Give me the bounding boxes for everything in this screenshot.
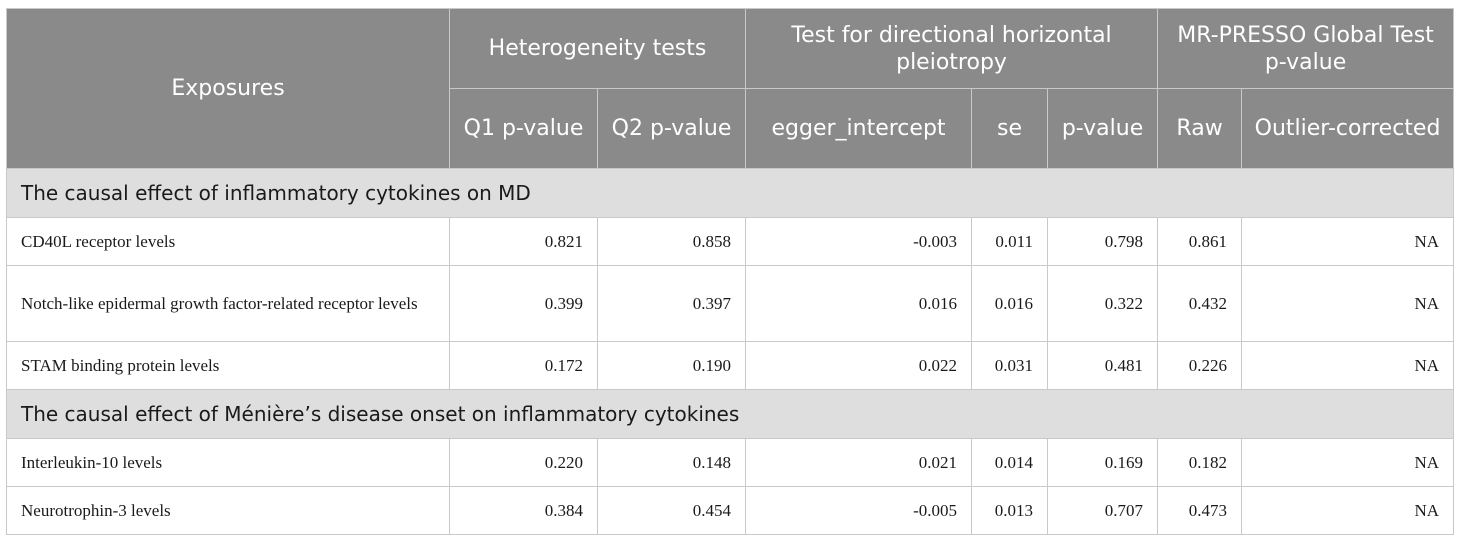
se-cell: 0.014 — [971, 438, 1049, 487]
table-row: Interleukin-10 levels 0.220 0.148 0.021 … — [6, 438, 1455, 487]
egger-cell: 0.022 — [745, 341, 973, 390]
header-egger-intercept: egger_intercept — [745, 88, 973, 169]
pvalue-cell: 0.798 — [1047, 217, 1159, 266]
se-cell: 0.031 — [971, 341, 1049, 390]
results-table: Exposures Heterogeneity tests Test for d… — [5, 8, 1455, 535]
se-cell: 0.016 — [971, 265, 1049, 342]
q2-cell: 0.858 — [596, 217, 747, 266]
header-directional-pleiotropy: Test for directional horizontal pleiotro… — [745, 8, 1159, 89]
corrected-cell: NA — [1241, 438, 1455, 487]
corrected-cell: NA — [1241, 486, 1455, 535]
pvalue-cell: 0.707 — [1047, 486, 1159, 535]
egger-cell: -0.003 — [745, 217, 973, 266]
header-se: se — [971, 88, 1049, 169]
corrected-cell: NA — [1241, 265, 1455, 342]
q2-cell: 0.190 — [596, 341, 747, 390]
section-row: The causal effect of Ménière’s disease o… — [5, 389, 1455, 439]
q1-cell: 0.384 — [449, 486, 598, 535]
pvalue-cell: 0.169 — [1047, 438, 1159, 487]
se-cell: 0.013 — [971, 486, 1049, 535]
se-cell: 0.011 — [971, 217, 1049, 266]
q1-cell: 0.821 — [449, 217, 598, 266]
table-row: CD40L receptor levels 0.821 0.858 -0.003… — [6, 217, 1455, 266]
header-pvalue: p-value — [1047, 88, 1159, 169]
exposure-cell: CD40L receptor levels — [6, 217, 450, 266]
raw-cell: 0.226 — [1157, 341, 1243, 390]
section-row: The causal effect of inflammatory cytoki… — [5, 168, 1455, 218]
section-title: The causal effect of inflammatory cytoki… — [5, 168, 1455, 218]
raw-cell: 0.861 — [1157, 217, 1243, 266]
q2-cell: 0.148 — [596, 438, 747, 487]
table-row: Neurotrophin-3 levels 0.384 0.454 -0.005… — [6, 486, 1455, 535]
table-row: STAM binding protein levels 0.172 0.190 … — [6, 341, 1455, 390]
egger-cell: 0.016 — [745, 265, 973, 342]
section-title: The causal effect of Ménière’s disease o… — [5, 389, 1455, 439]
header-mr-presso: MR-PRESSO Global Test p-value — [1157, 8, 1455, 89]
egger-cell: -0.005 — [745, 486, 973, 535]
q1-cell: 0.172 — [449, 341, 598, 390]
raw-cell: 0.182 — [1157, 438, 1243, 487]
table-body: The causal effect of inflammatory cytoki… — [5, 168, 1455, 535]
raw-cell: 0.473 — [1157, 486, 1243, 535]
table-row: Notch-like epidermal growth factor-relat… — [6, 265, 1455, 342]
header-outlier-corrected: Outlier-corrected — [1241, 88, 1455, 169]
header-q1-pvalue: Q1 p-value — [449, 88, 598, 169]
q1-cell: 0.399 — [449, 265, 598, 342]
pvalue-cell: 0.481 — [1047, 341, 1159, 390]
header-raw: Raw — [1157, 88, 1243, 169]
q1-cell: 0.220 — [449, 438, 598, 487]
egger-cell: 0.021 — [745, 438, 973, 487]
raw-cell: 0.432 — [1157, 265, 1243, 342]
header-q2-pvalue: Q2 p-value — [596, 88, 747, 169]
exposure-cell: Neurotrophin-3 levels — [6, 486, 450, 535]
corrected-cell: NA — [1241, 341, 1455, 390]
exposure-cell: STAM binding protein levels — [6, 341, 450, 390]
exposure-cell: Notch-like epidermal growth factor-relat… — [6, 265, 450, 342]
table-header: Exposures Heterogeneity tests Test for d… — [6, 8, 1455, 169]
header-exposures: Exposures — [6, 8, 450, 169]
q2-cell: 0.454 — [596, 486, 747, 535]
table-container: Exposures Heterogeneity tests Test for d… — [5, 8, 1455, 535]
q2-cell: 0.397 — [596, 265, 747, 342]
corrected-cell: NA — [1241, 217, 1455, 266]
exposure-cell: Interleukin-10 levels — [6, 438, 450, 487]
pvalue-cell: 0.322 — [1047, 265, 1159, 342]
header-heterogeneity-tests: Heterogeneity tests — [448, 8, 747, 89]
